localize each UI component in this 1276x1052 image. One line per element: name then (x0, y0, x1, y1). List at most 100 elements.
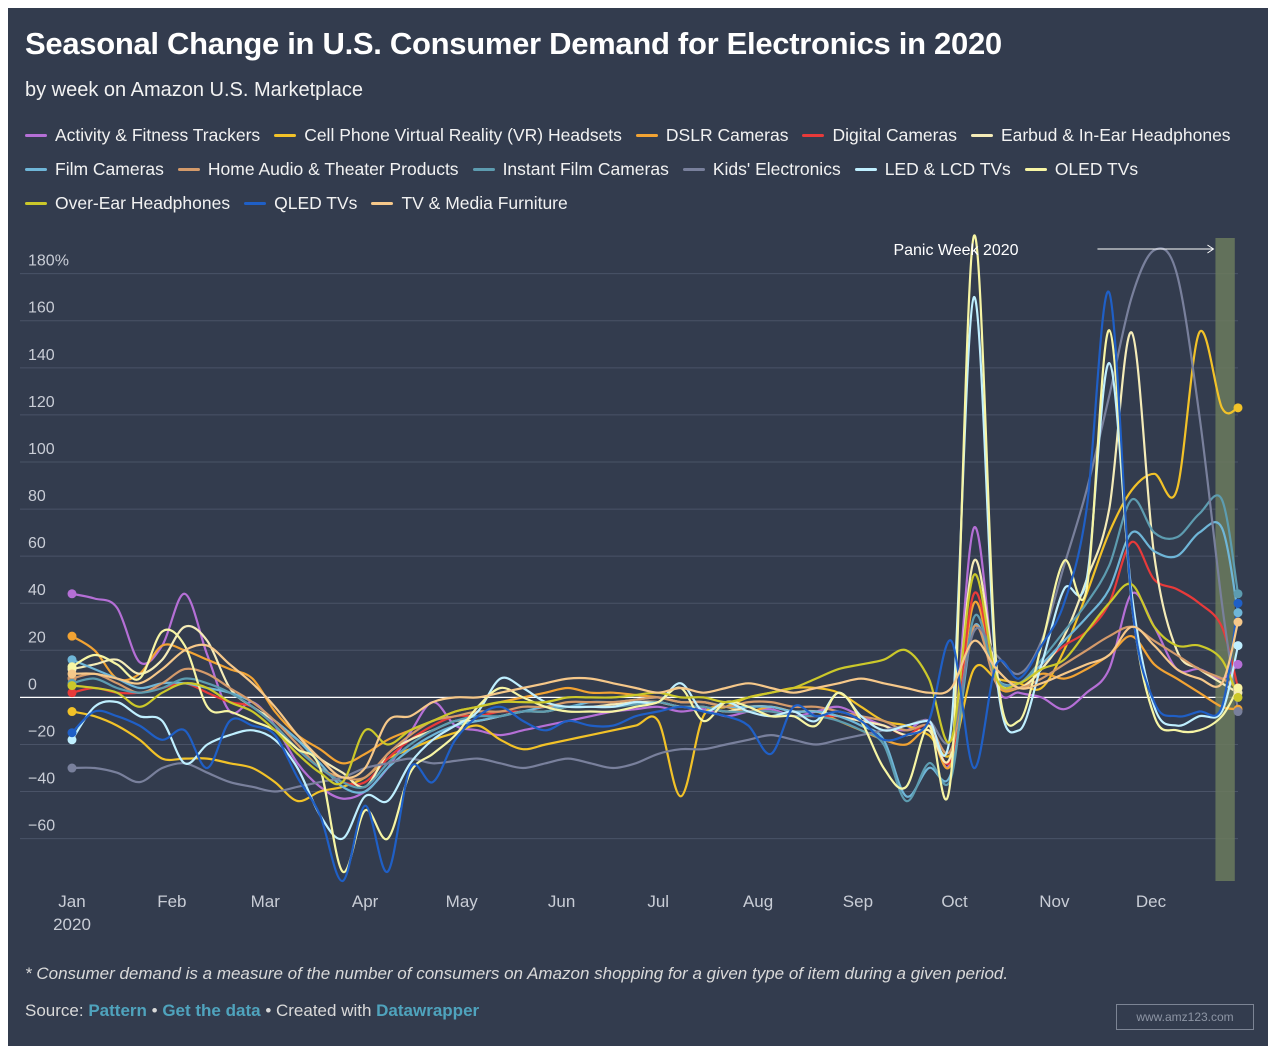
chart-card: Seasonal Change in U.S. Consumer Demand … (8, 8, 1268, 1046)
x-tick-label: Sep (843, 892, 873, 911)
series-line-dslr-cameras (70, 600, 1240, 770)
annotation-label: Panic Week 2020 (893, 242, 1018, 259)
legend-label: Cell Phone Virtual Reality (VR) Headsets (304, 125, 622, 145)
end-point-qled-tvs (1233, 598, 1243, 608)
legend-label: DSLR Cameras (665, 125, 789, 145)
x-tick-label: Dec (1136, 892, 1167, 911)
legend-label: Film Cameras (55, 159, 164, 179)
legend-swatch (274, 134, 297, 137)
legend-item-film-cameras: Film Cameras (25, 158, 164, 181)
legend-item-dslr-cameras: DSLR Cameras (635, 124, 789, 147)
series-line-cell-phone-virtual-reality-vr-headsets (70, 329, 1240, 803)
y-tick-label: 160 (28, 300, 55, 317)
start-point-film-cameras (67, 655, 77, 665)
start-point-dslr-cameras (67, 631, 77, 641)
start-point-led-lcd-tvs (67, 735, 77, 745)
start-point-oled-tvs (67, 662, 77, 672)
legend-item-digital-cameras: Digital Cameras (802, 124, 957, 147)
source-label: Source: (25, 1001, 84, 1020)
legend-label: Home Audio & Theater Products (207, 159, 459, 179)
series-line-tv-media-furniture (70, 621, 1240, 780)
y-tick-label: 180% (28, 253, 69, 270)
chart-title: Seasonal Change in U.S. Consumer Demand … (25, 26, 1002, 61)
legend-swatch (1024, 168, 1047, 171)
y-tick-label: −60 (28, 818, 55, 835)
y-gridlines (20, 273, 1238, 840)
legend-item-cell-phone-virtual-reality-vr-headsets: Cell Phone Virtual Reality (VR) Headsets (274, 124, 622, 147)
x-tick-sublabel: 2020 (53, 915, 91, 934)
legend-swatch (682, 168, 705, 171)
legend-item-tv-media-furniture: TV & Media Furniture (371, 192, 568, 215)
end-point-kids-electronics (1233, 707, 1243, 717)
legend-swatch (25, 202, 47, 205)
footnote: * Consumer demand is a measure of the nu… (25, 964, 1009, 983)
source-separator: • (151, 1001, 158, 1020)
legend-item-home-audio-theater-products: Home Audio & Theater Products (177, 158, 459, 181)
legend-item-oled-tvs: OLED TVs (1024, 158, 1139, 181)
start-point-qled-tvs (67, 728, 77, 738)
y-tick-label: −40 (28, 771, 55, 788)
y-tick-label: 120 (28, 394, 55, 411)
x-tick-label: Jun (548, 892, 575, 911)
x-tick-label: Apr (352, 892, 379, 911)
x-tick-label: Feb (157, 892, 186, 911)
chart-subtitle: by week on Amazon U.S. Marketplace (25, 79, 363, 101)
line-chart: 180% 160 140 120 100 80 60 40 20 0 −20 −40 −60 Jan 202… (20, 234, 1243, 934)
created-with-label: • Created with (265, 1001, 372, 1020)
end-point-cell-phone-virtual-reality-vr-headsets (1233, 403, 1243, 413)
legend-item-over-ear-headphones: Over-Ear Headphones (25, 192, 230, 215)
legend-label: QLED TVs (274, 193, 358, 213)
legend-swatch (25, 168, 47, 171)
chart-legend: Activity & Fitness Trackers Cell Phone Vi… (25, 124, 1255, 215)
legend-label: Kids' Electronics (712, 159, 841, 179)
x-tick-label: Oct (941, 892, 968, 911)
panic-week-band (1215, 238, 1235, 881)
y-tick-label: 20 (28, 629, 46, 646)
get-data-link[interactable]: Get the data (162, 1001, 261, 1020)
y-tick-label: 60 (28, 535, 46, 552)
series-line-instant-film-cameras (70, 494, 1240, 803)
x-tick-label: Nov (1039, 892, 1070, 911)
y-tick-label: 0 (28, 676, 37, 693)
end-point-oled-tvs (1233, 683, 1243, 693)
series-line-oled-tvs (70, 234, 1240, 873)
start-point-cell-phone-virtual-reality-vr-headsets (67, 707, 77, 717)
legend-swatch (25, 134, 47, 137)
series-line-over-ear-headphones (70, 573, 1240, 786)
y-tick-label: 80 (28, 488, 46, 505)
x-tick-label: Mar (251, 892, 281, 911)
legend-item-activity-fitness-trackers: Activity & Fitness Trackers (25, 124, 260, 147)
legend-label: Activity & Fitness Trackers (55, 125, 261, 145)
legend-label: Instant Film Cameras (502, 159, 669, 179)
series-lines (67, 234, 1243, 883)
legend-swatch (177, 168, 200, 171)
end-point-tv-media-furniture (1233, 617, 1243, 627)
start-point-digital-cameras (67, 688, 77, 698)
legend-label: Earbud & In-Ear Headphones (1000, 125, 1231, 145)
legend-swatch (244, 202, 267, 205)
source-link[interactable]: Pattern (88, 1001, 147, 1020)
annotation-arrow-head (1207, 244, 1215, 254)
x-tick-label: Jul (647, 892, 669, 911)
y-tick-label: 100 (28, 441, 55, 458)
end-point-activity-fitness-trackers (1233, 659, 1243, 669)
legend-label: OLED TVs (1054, 159, 1139, 179)
legend-label: Digital Cameras (832, 125, 957, 145)
legend-item-earbud-in-ear-headphones: Earbud & In-Ear Headphones (970, 124, 1231, 147)
legend-swatch (970, 134, 993, 137)
start-point-activity-fitness-trackers (67, 589, 77, 599)
legend-label: TV & Media Furniture (401, 193, 568, 213)
legend-swatch (635, 134, 658, 137)
end-point-led-lcd-tvs (1233, 641, 1243, 651)
start-point-over-ear-headphones (67, 681, 77, 691)
datawrapper-link[interactable]: Datawrapper (376, 1001, 480, 1020)
legend-label: LED & LCD TVs (884, 159, 1011, 179)
legend-swatch (472, 168, 495, 171)
series-line-qled-tvs (70, 290, 1240, 883)
x-tick-label: Jan (58, 892, 85, 911)
series-line-kids-electronics (70, 247, 1240, 793)
y-tick-label: 140 (28, 347, 55, 364)
legend-item-qled-tvs: QLED TVs (244, 192, 357, 215)
legend-swatch (854, 168, 877, 171)
legend-swatch (802, 134, 825, 137)
